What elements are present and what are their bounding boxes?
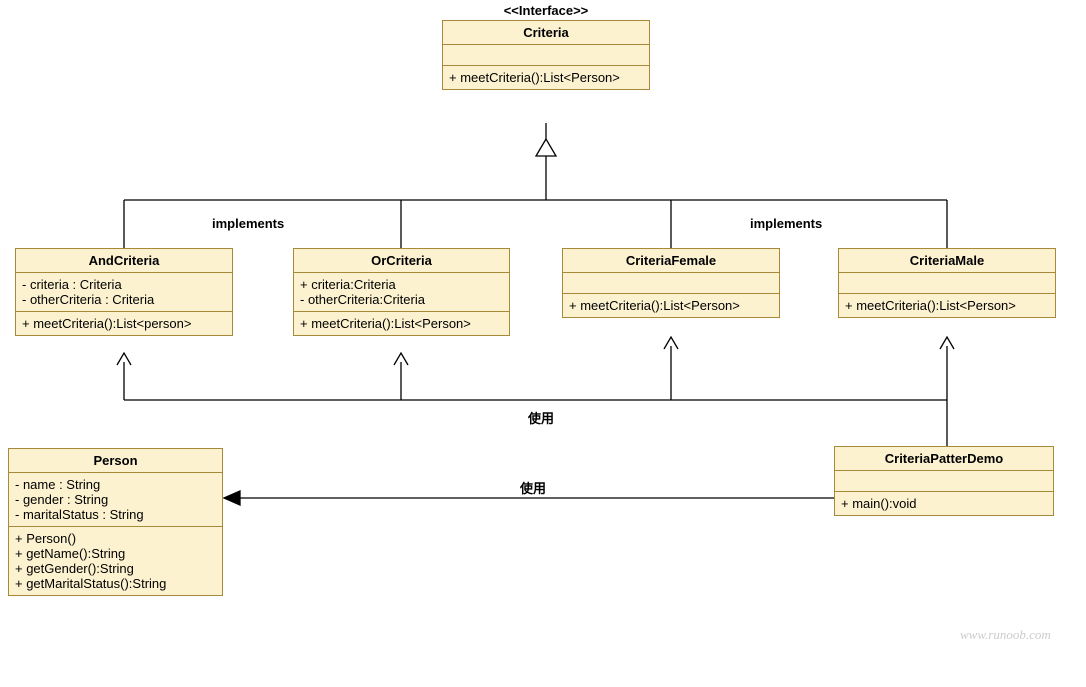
method: + getName():String — [15, 546, 216, 561]
attrs-section — [839, 273, 1055, 294]
attr: - otherCriteria:Criteria — [300, 292, 503, 307]
method: + getGender():String — [15, 561, 216, 576]
class-or-criteria: OrCriteria + criteria:Criteria - otherCr… — [293, 248, 510, 336]
class-criteria-male: CriteriaMale + meetCriteria():List<Perso… — [838, 248, 1056, 318]
methods-section: + main():void — [835, 492, 1053, 515]
methods-section: + meetCriteria():List<Person> — [294, 312, 509, 335]
class-and-criteria: AndCriteria - criteria : Criteria - othe… — [15, 248, 233, 336]
uses-arrow-or — [394, 353, 408, 365]
attr: - name : String — [15, 477, 216, 492]
uses-arrow-and — [117, 353, 131, 365]
class-title: AndCriteria — [16, 249, 232, 273]
class-demo: CriteriaPatterDemo + main():void — [834, 446, 1054, 516]
attrs-section: - criteria : Criteria - otherCriteria : … — [16, 273, 232, 312]
attr: + criteria:Criteria — [300, 277, 503, 292]
attrs-section: - name : String - gender : String - mari… — [9, 473, 222, 527]
class-title: OrCriteria — [294, 249, 509, 273]
class-criteria-female: CriteriaFemale + meetCriteria():List<Per… — [562, 248, 780, 318]
interface-stereotype: <<Interface>> — [442, 3, 650, 18]
methods-section: + meetCriteria():List<Person> — [563, 294, 779, 317]
methods-section: + meetCriteria():List<person> — [16, 312, 232, 335]
watermark: www.runoob.com — [960, 627, 1051, 643]
methods-section: + meetCriteria():List<Person> — [443, 66, 649, 89]
class-title: Person — [9, 449, 222, 473]
attrs-section — [443, 45, 649, 66]
class-person: Person - name : String - gender : String… — [8, 448, 223, 596]
attr: - otherCriteria : Criteria — [22, 292, 226, 307]
label-implements-right: implements — [750, 216, 822, 231]
label-implements-left: implements — [212, 216, 284, 231]
attrs-section — [563, 273, 779, 294]
uses-arrow-male — [940, 337, 954, 349]
class-title: CriteriaFemale — [563, 249, 779, 273]
class-title: Criteria — [443, 21, 649, 45]
attrs-section: + criteria:Criteria - otherCriteria:Crit… — [294, 273, 509, 312]
class-title: CriteriaPatterDemo — [835, 447, 1053, 471]
attr: - maritalStatus : String — [15, 507, 216, 522]
attrs-section — [835, 471, 1053, 492]
class-criteria: Criteria + meetCriteria():List<Person> — [442, 20, 650, 90]
class-title: CriteriaMale — [839, 249, 1055, 273]
method: + Person() — [15, 531, 216, 546]
label-uses-top: 使用 — [528, 408, 554, 427]
uses-person-arrow — [224, 491, 240, 505]
gen-arrowhead — [536, 139, 556, 156]
method: + getMaritalStatus():String — [15, 576, 216, 591]
label-uses-mid: 使用 — [520, 478, 546, 497]
methods-section: + meetCriteria():List<Person> — [839, 294, 1055, 317]
methods-section: + Person() + getName():String + getGende… — [9, 527, 222, 595]
uses-arrow-female — [664, 337, 678, 349]
attr: - criteria : Criteria — [22, 277, 226, 292]
attr: - gender : String — [15, 492, 216, 507]
